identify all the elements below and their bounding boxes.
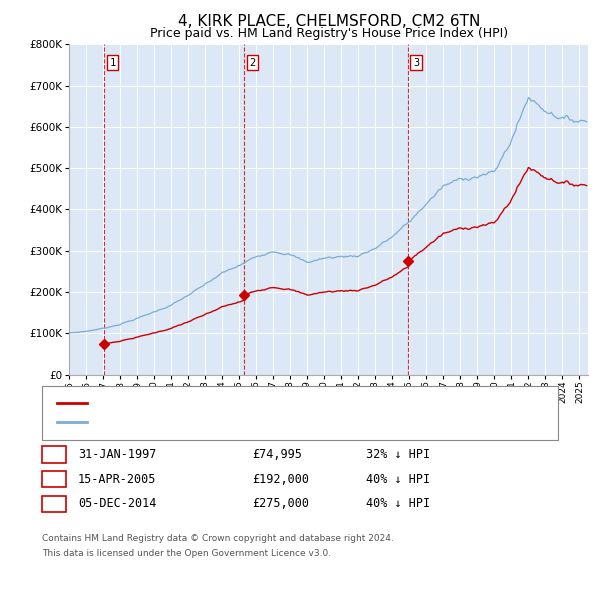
- Text: 40% ↓ HPI: 40% ↓ HPI: [366, 497, 430, 510]
- Text: 3: 3: [413, 58, 419, 68]
- Text: 2: 2: [50, 473, 58, 486]
- Text: 05-DEC-2014: 05-DEC-2014: [78, 497, 157, 510]
- Text: Price paid vs. HM Land Registry's House Price Index (HPI): Price paid vs. HM Land Registry's House …: [150, 27, 508, 40]
- Text: 4, KIRK PLACE, CHELMSFORD, CM2 6TN: 4, KIRK PLACE, CHELMSFORD, CM2 6TN: [178, 14, 480, 29]
- Text: HPI: Average price, detached house, Chelmsford: HPI: Average price, detached house, Chel…: [94, 417, 359, 427]
- Text: 15-APR-2005: 15-APR-2005: [78, 473, 157, 486]
- Text: 3: 3: [50, 497, 58, 510]
- Text: £192,000: £192,000: [252, 473, 309, 486]
- Text: £74,995: £74,995: [252, 448, 302, 461]
- Text: Contains HM Land Registry data © Crown copyright and database right 2024.: Contains HM Land Registry data © Crown c…: [42, 534, 394, 543]
- Text: 31-JAN-1997: 31-JAN-1997: [78, 448, 157, 461]
- Text: 40% ↓ HPI: 40% ↓ HPI: [366, 473, 430, 486]
- Text: This data is licensed under the Open Government Licence v3.0.: This data is licensed under the Open Gov…: [42, 549, 331, 558]
- Text: 1: 1: [109, 58, 116, 68]
- Text: 4, KIRK PLACE, CHELMSFORD, CM2 6TN (detached house): 4, KIRK PLACE, CHELMSFORD, CM2 6TN (deta…: [94, 398, 410, 408]
- Text: 2: 2: [249, 58, 256, 68]
- Text: £275,000: £275,000: [252, 497, 309, 510]
- Text: 32% ↓ HPI: 32% ↓ HPI: [366, 448, 430, 461]
- Text: 1: 1: [50, 448, 58, 461]
